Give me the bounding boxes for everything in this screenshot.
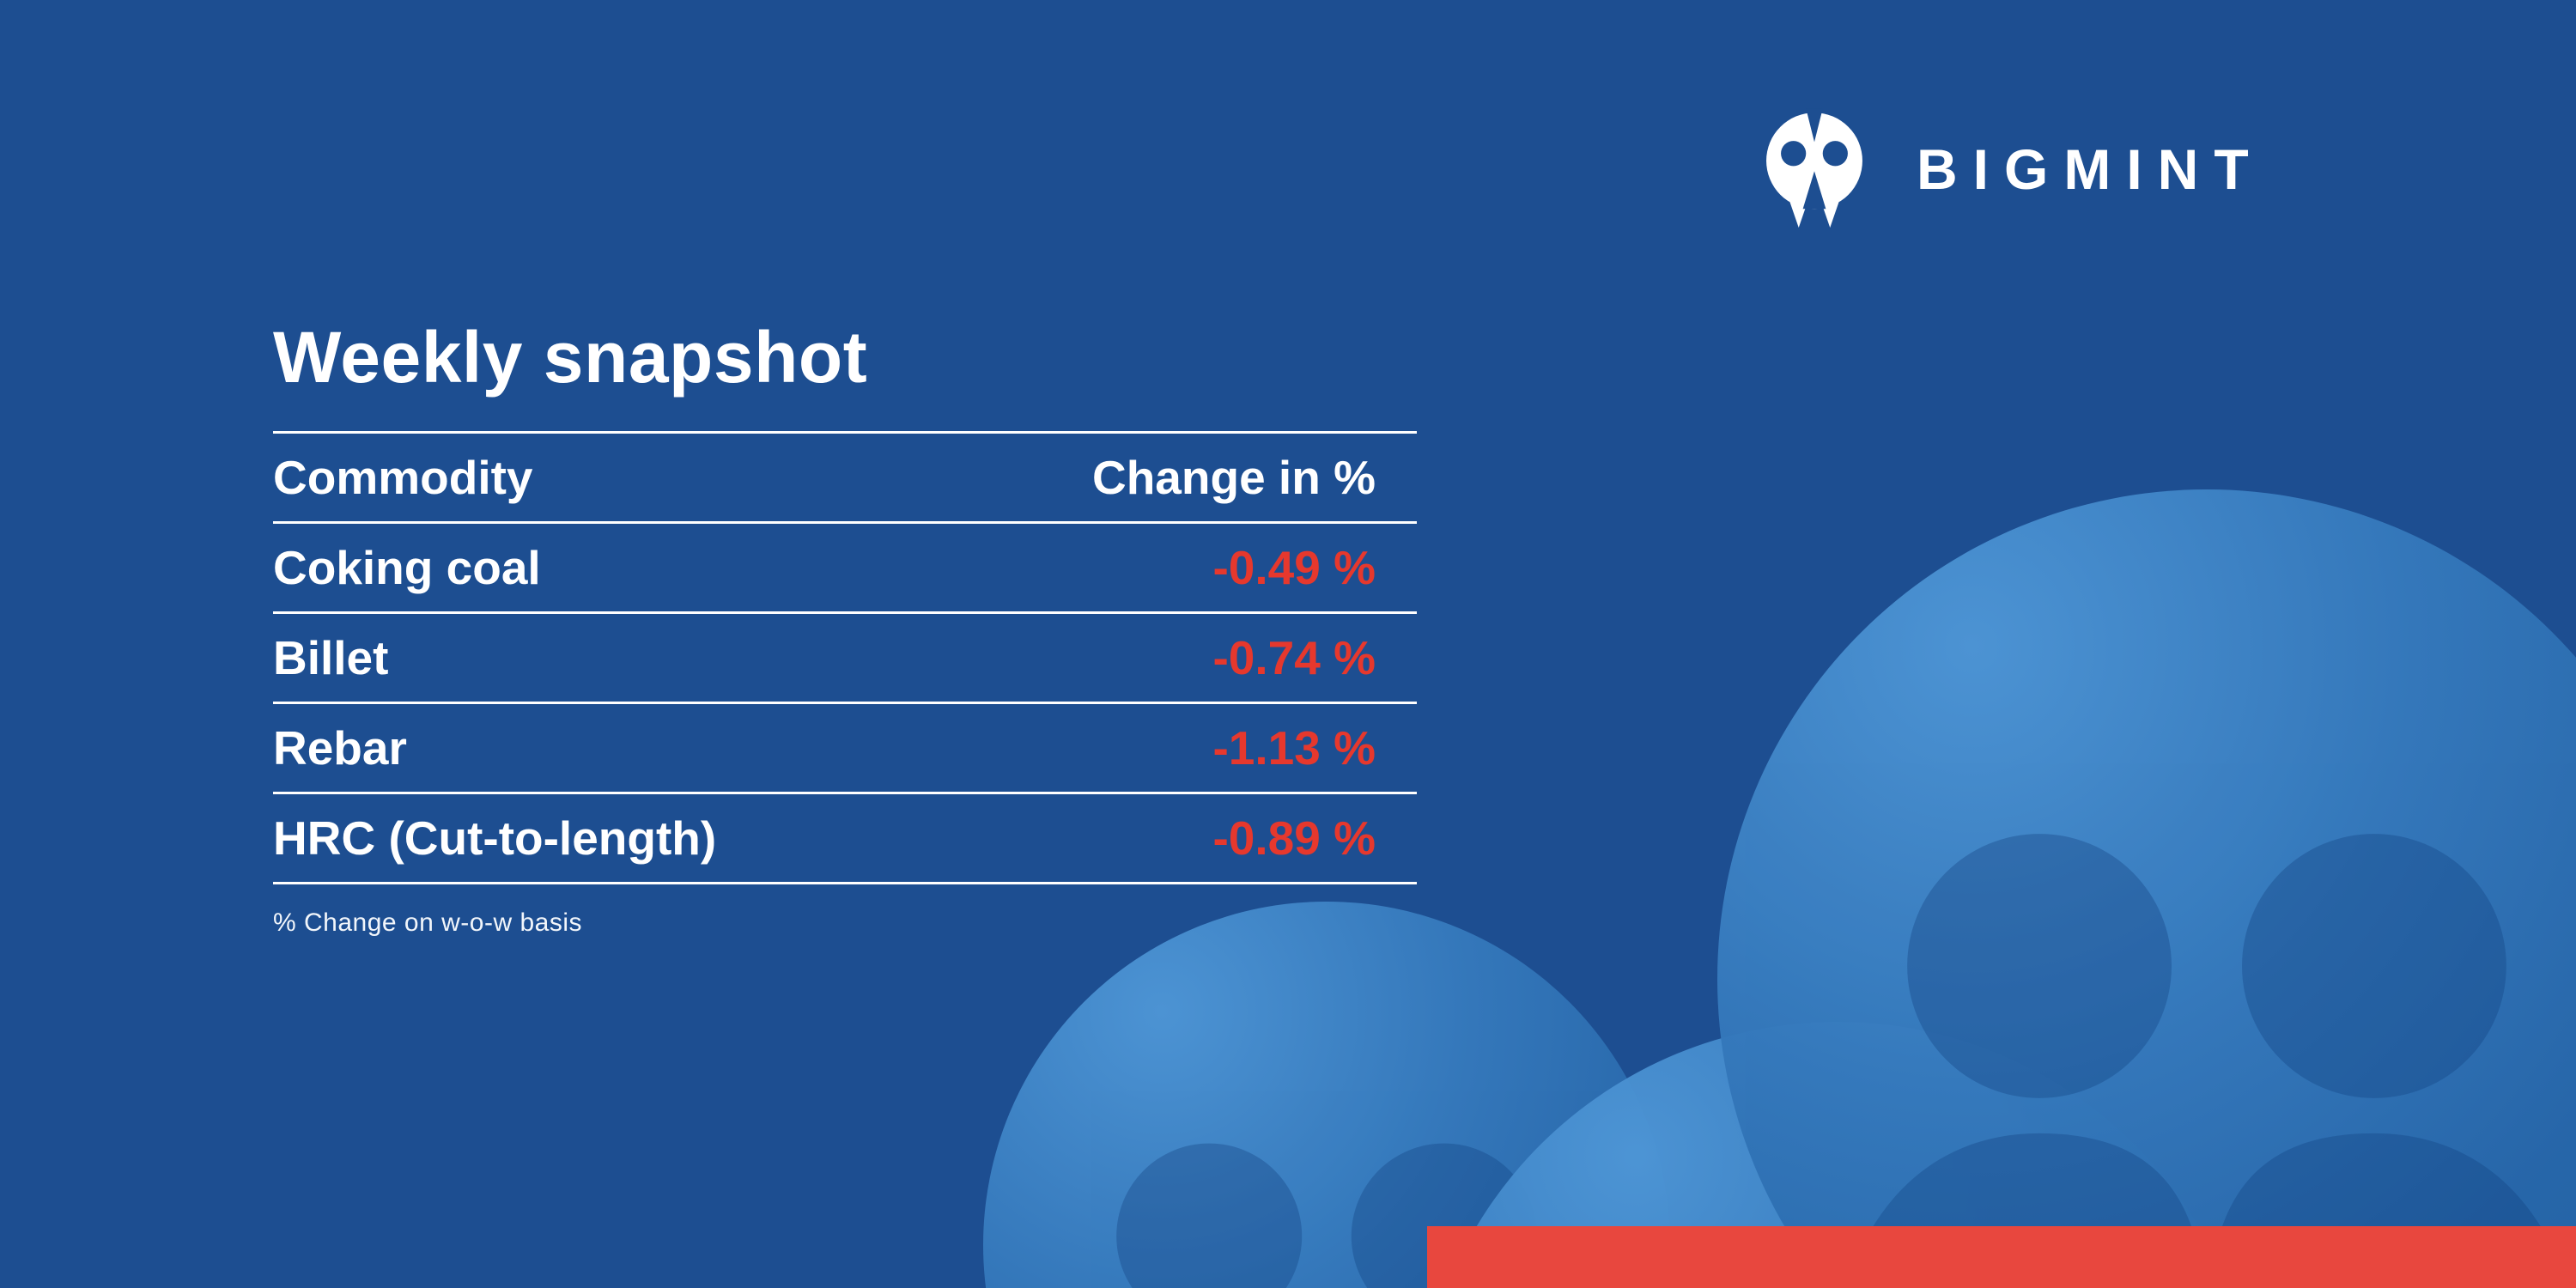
people-watermark xyxy=(1844,834,2569,1288)
change-value: -0.49 % xyxy=(1212,541,1376,595)
column-header-change: Change in % xyxy=(1091,451,1376,505)
table-row: Coking coal -0.49 % xyxy=(273,524,1417,615)
table-footnote: % Change on w-o-w basis xyxy=(273,908,583,938)
change-value: -0.74 % xyxy=(1212,631,1376,685)
bottom-accent-bar xyxy=(1427,1226,2576,1288)
bigmint-logo-icon xyxy=(1766,108,1862,228)
brand-logo: BIGMINT xyxy=(1752,106,2264,232)
commodity-name: Rebar xyxy=(273,721,407,775)
decorative-circle-large xyxy=(1717,489,2576,1288)
weekly-snapshot-section: Weekly snapshot Commodity Change in % Co… xyxy=(273,319,1417,938)
table-row: Billet -0.74 % xyxy=(273,614,1417,705)
table-row: HRC (Cut-to-length) -0.89 % xyxy=(273,794,1417,885)
page-title: Weekly snapshot xyxy=(273,317,868,398)
snapshot-table: Commodity Change in % Coking coal -0.49 … xyxy=(273,431,1417,885)
change-value: -1.13 % xyxy=(1212,721,1376,775)
change-value: -0.89 % xyxy=(1212,811,1376,866)
column-header-commodity: Commodity xyxy=(273,451,533,505)
commodity-name: Billet xyxy=(273,631,389,685)
commodity-name: HRC (Cut-to-length) xyxy=(273,811,717,866)
table-header-row: Commodity Change in % xyxy=(273,431,1417,525)
commodity-name: Coking coal xyxy=(273,541,541,595)
brand-name: BIGMINT xyxy=(1917,137,2264,201)
table-row: Rebar -1.13 % xyxy=(273,704,1417,795)
